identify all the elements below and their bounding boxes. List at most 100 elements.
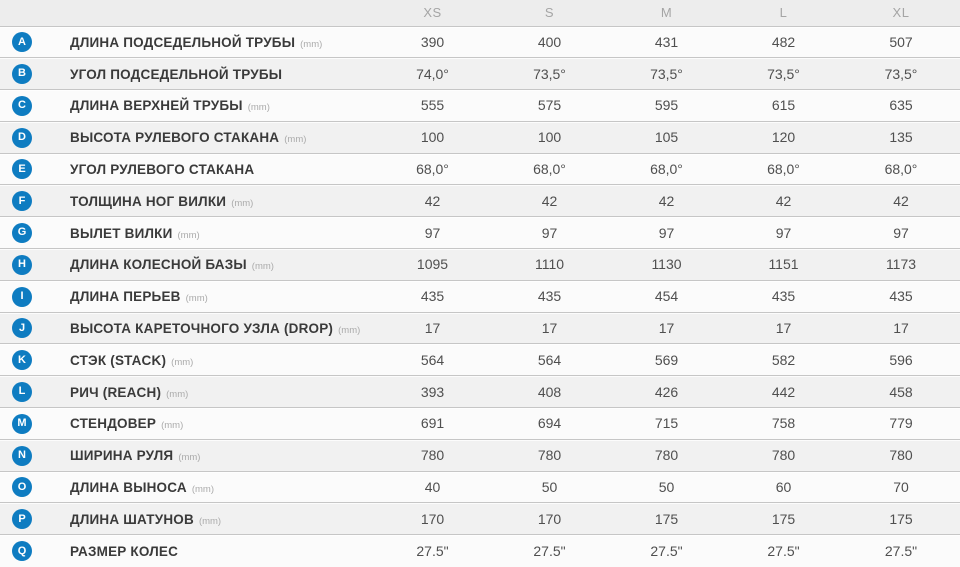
value-cell-o-l: 60 bbox=[725, 470, 842, 503]
row-unit: (mm) bbox=[231, 197, 254, 209]
value-cell-b-xl: 73,5° bbox=[842, 57, 960, 90]
row-label-cell: ВЫЛЕТ ВИЛКИ (mm) bbox=[44, 216, 374, 249]
table-row-m: M СТЕНДОВЕР (mm) 691 694 715 758 779 bbox=[0, 407, 960, 440]
row-label: СТЕНДОВЕР bbox=[70, 416, 157, 432]
row-unit: (mm) bbox=[251, 261, 274, 273]
value-cell-k-s: 564 bbox=[491, 343, 608, 376]
value-cell-a-m: 431 bbox=[608, 25, 725, 58]
table-row-g: G ВЫЛЕТ ВИЛКИ (mm) 97 97 97 97 97 bbox=[0, 216, 960, 249]
row-letter-badge-cell: K bbox=[0, 343, 44, 376]
value-cell-f-xl: 42 bbox=[842, 184, 960, 217]
row-letter-badge-cell: D bbox=[0, 120, 44, 154]
row-label: ДЛИНА ПЕРЬЕВ bbox=[70, 289, 181, 305]
row-letter-badge-cell: P bbox=[0, 502, 44, 535]
table-row-h: H ДЛИНА КОЛЕСНОЙ БАЗЫ (mm) 1095 1110 1130 1151… bbox=[0, 248, 960, 281]
row-letter-badge: P bbox=[12, 509, 32, 530]
value-cell-n-xl: 780 bbox=[842, 438, 960, 472]
row-letter-badge: N bbox=[12, 445, 32, 466]
row-label-cell: СТЭК (STACK) (mm) bbox=[44, 343, 374, 376]
table-row-d: D ВЫСОТА РУЛЕВОГО СТАКАНА (mm) 100 100 105 120… bbox=[0, 120, 960, 154]
table-row-k: K СТЭК (STACK) (mm) 564 564 569 582 596 bbox=[0, 343, 960, 376]
row-letter-badge: O bbox=[12, 477, 32, 498]
value-cell-h-xs: 1095 bbox=[374, 248, 491, 281]
size-header-row: XS S M L XL bbox=[0, 0, 960, 26]
row-letter-badge-cell: G bbox=[0, 216, 44, 249]
table-row-a: A ДЛИНА ПОДСЕДЕЛЬНОЙ ТРУБЫ (mm) 390 400 431 48… bbox=[0, 25, 960, 58]
row-letter-badge-cell: O bbox=[0, 470, 44, 503]
value-cell-o-xl: 70 bbox=[842, 470, 960, 503]
table-row-i: I ДЛИНА ПЕРЬЕВ (mm) 435 435 454 435 435 bbox=[0, 279, 960, 313]
row-label-cell: РИЧ (REACH) (mm) bbox=[44, 375, 374, 408]
row-letter-badge-cell: H bbox=[0, 248, 44, 281]
value-cell-i-s: 435 bbox=[491, 279, 608, 313]
value-cell-h-m: 1130 bbox=[608, 248, 725, 281]
row-label-cell: ВЫСОТА РУЛЕВОГО СТАКАНА (mm) bbox=[44, 120, 374, 154]
value-cell-i-xs: 435 bbox=[374, 279, 491, 313]
row-unit: (mm) bbox=[338, 325, 361, 337]
value-cell-o-xs: 40 bbox=[374, 470, 491, 503]
value-cell-a-xl: 507 bbox=[842, 25, 960, 58]
value-cell-k-xl: 596 bbox=[842, 343, 960, 376]
value-cell-e-l: 68,0° bbox=[725, 152, 842, 185]
value-cell-l-m: 426 bbox=[608, 375, 725, 408]
value-cell-q-s: 27.5" bbox=[491, 534, 608, 567]
row-label-cell: ДЛИНА КОЛЕСНОЙ БАЗЫ (mm) bbox=[44, 248, 374, 281]
row-label: ДЛИНА КОЛЕСНОЙ БАЗЫ bbox=[70, 257, 247, 273]
row-label: УГОЛ ПОДСЕДЕЛЬНОЙ ТРУБЫ bbox=[70, 66, 283, 82]
row-letter-badge-cell: N bbox=[0, 438, 44, 472]
value-cell-e-xl: 68,0° bbox=[842, 152, 960, 185]
value-cell-p-m: 175 bbox=[608, 502, 725, 535]
value-cell-e-s: 68,0° bbox=[491, 152, 608, 185]
value-cell-j-m: 17 bbox=[608, 311, 725, 344]
value-cell-q-xs: 27.5" bbox=[374, 534, 491, 567]
row-unit: (mm) bbox=[284, 134, 307, 146]
value-cell-l-xl: 458 bbox=[842, 375, 960, 408]
size-column-header-xs: XS bbox=[374, 0, 491, 26]
value-cell-k-l: 582 bbox=[725, 343, 842, 376]
row-letter-badge: J bbox=[12, 318, 32, 339]
value-cell-h-s: 1110 bbox=[491, 248, 608, 281]
value-cell-c-m: 595 bbox=[608, 89, 725, 122]
value-cell-b-s: 73,5° bbox=[491, 57, 608, 90]
value-cell-l-l: 442 bbox=[725, 375, 842, 408]
value-cell-h-xl: 1173 bbox=[842, 248, 960, 281]
row-unit: (mm) bbox=[171, 356, 194, 368]
row-label-cell: УГОЛ ПОДСЕДЕЛЬНОЙ ТРУБЫ bbox=[44, 57, 374, 90]
value-cell-g-m: 97 bbox=[608, 216, 725, 249]
row-label: ДЛИНА ВЫНОСА bbox=[70, 480, 187, 496]
value-cell-j-xs: 17 bbox=[374, 311, 491, 344]
row-label: ВЫЛЕТ ВИЛКИ bbox=[70, 225, 173, 241]
row-label: ДЛИНА ПОДСЕДЕЛЬНОЙ ТРУБЫ bbox=[70, 34, 296, 50]
row-unit: (mm) bbox=[300, 38, 323, 50]
value-cell-q-l: 27.5" bbox=[725, 534, 842, 567]
row-unit: (mm) bbox=[166, 388, 189, 400]
header-spacer bbox=[0, 0, 374, 26]
row-label: ШИРИНА РУЛЯ bbox=[70, 448, 174, 464]
value-cell-g-l: 97 bbox=[725, 216, 842, 249]
value-cell-n-l: 780 bbox=[725, 438, 842, 472]
row-unit: (mm) bbox=[178, 452, 201, 464]
table-row-l: L РИЧ (REACH) (mm) 393 408 426 442 458 bbox=[0, 375, 960, 408]
table-row-n: N ШИРИНА РУЛЯ (mm) 780 780 780 780 780 bbox=[0, 438, 960, 472]
value-cell-k-xs: 564 bbox=[374, 343, 491, 376]
row-label-cell: УГОЛ РУЛЕВОГО СТАКАНА bbox=[44, 152, 374, 185]
row-letter-badge-cell: B bbox=[0, 57, 44, 90]
size-column-header-s: S bbox=[491, 0, 608, 26]
table-row-q: Q РАЗМЕР КОЛЕС 27.5" 27.5" 27.5" 27.5" 27.5" bbox=[0, 534, 960, 567]
value-cell-k-m: 569 bbox=[608, 343, 725, 376]
value-cell-f-s: 42 bbox=[491, 184, 608, 217]
value-cell-b-m: 73,5° bbox=[608, 57, 725, 90]
row-label-cell: ВЫСОТА КАРЕТОЧНОГО УЗЛА (DROP) (mm) bbox=[44, 311, 374, 344]
row-letter-badge-cell: L bbox=[0, 375, 44, 408]
value-cell-m-xl: 779 bbox=[842, 407, 960, 440]
row-letter-badge: A bbox=[12, 32, 32, 53]
value-cell-a-l: 482 bbox=[725, 25, 842, 58]
value-cell-d-s: 100 bbox=[491, 120, 608, 154]
row-label: РИЧ (REACH) bbox=[70, 384, 162, 400]
row-unit: (mm) bbox=[177, 229, 200, 241]
row-label-cell: ШИРИНА РУЛЯ (mm) bbox=[44, 438, 374, 472]
row-letter-badge: D bbox=[12, 127, 32, 148]
row-letter-badge-cell: I bbox=[0, 279, 44, 313]
table-row-o: O ДЛИНА ВЫНОСА (mm) 40 50 50 60 70 bbox=[0, 470, 960, 503]
row-label: ВЫСОТА РУЛЕВОГО СТАКАНА bbox=[70, 130, 280, 146]
